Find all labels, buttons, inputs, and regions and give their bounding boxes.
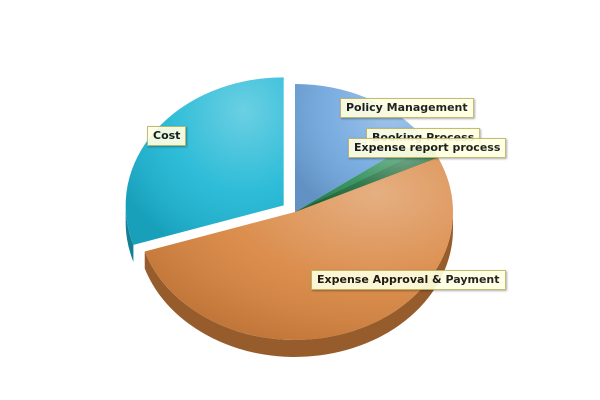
slice-label: Policy Management [340,98,474,118]
pie-slice-side-4 [125,205,134,262]
pie-slice-shine-4 [125,77,284,245]
slice-label: Expense Approval & Payment [311,270,506,290]
slice-label: Cost [147,126,187,146]
slice-label: Expense report process [348,138,507,158]
pie-slice-shine-3 [144,157,453,340]
pie-slice-shine-2 [295,146,438,212]
